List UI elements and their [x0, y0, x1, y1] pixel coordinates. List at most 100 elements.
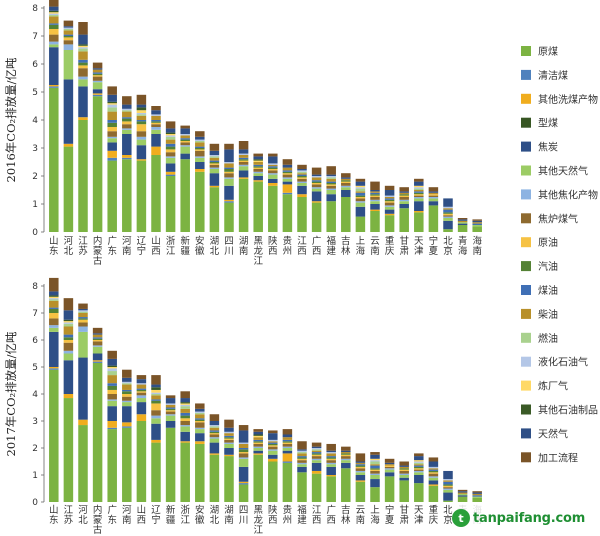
bar-segment-加工流程 [122, 369, 132, 378]
bar-segment-焦炭 [399, 204, 409, 209]
bar-segment-原油 [195, 149, 205, 151]
category-label-char: 陕 [268, 235, 278, 247]
bar-segment-其他天然气 [122, 402, 132, 407]
bar-segment-液化石油气 [78, 47, 88, 49]
bar-segment-液化石油气 [180, 404, 190, 407]
bar-segment-天然气 [457, 491, 468, 493]
bar-segment-柴油 [282, 167, 293, 171]
bar-segment-原油 [78, 65, 88, 69]
y-tick-label: 4 [32, 116, 38, 126]
bar-segment-其他石油制品 [253, 159, 263, 161]
bar-segment-原油 [209, 433, 220, 435]
bar-segment-焦炭 [282, 450, 293, 454]
watermark-text: tanpaifang.com [473, 510, 586, 526]
bar-segment-液化石油气 [195, 411, 205, 413]
category-label-char: 疆 [166, 515, 176, 526]
category-label-char: 苏 [78, 245, 88, 257]
y-tick-label: 8 [32, 282, 38, 292]
bar-segment-液化石油气 [311, 448, 322, 450]
legend-swatch [521, 356, 531, 367]
bar-segment-原煤 [311, 202, 322, 232]
bar-segment-柴油 [384, 197, 395, 199]
bar-segment-加工流程 [49, 0, 59, 7]
bar-segment-原煤 [238, 484, 249, 502]
bar-segment-焦炭 [297, 185, 307, 195]
bar-segment-汽油 [399, 468, 409, 470]
y-axis-label: 2016年CO₂排放量/亿吨 [4, 57, 18, 182]
bar-segment-液化石油气 [311, 176, 322, 178]
bar-segment-其他天然气 [297, 464, 307, 467]
bar-segment-焦炉煤气 [224, 439, 234, 443]
bar-segment-燃油 [63, 29, 74, 31]
bar-segment-天然气 [209, 150, 220, 155]
bar-segment-加工流程 [282, 159, 293, 165]
bar-segment-原煤 [268, 461, 278, 502]
legend-label: 其他洗煤产物 [538, 93, 598, 106]
bar-segment-加工流程 [355, 178, 366, 182]
bar-segment-天然气 [224, 149, 234, 162]
bar-segment-液化石油气 [180, 134, 190, 136]
bar-segment-清洁煤 [107, 157, 117, 161]
category-label-char: 云 [356, 505, 366, 516]
bar-segment-原油 [238, 452, 249, 454]
legend-swatch [521, 141, 531, 152]
bar-segment-清洁煤 [122, 157, 132, 160]
bar-segment-汽油 [165, 146, 176, 150]
bar-segment-加工流程 [151, 106, 161, 111]
bar-segment-其他焦化产物 [414, 470, 424, 473]
category-label-char: 江 [78, 236, 88, 247]
bar-segment-原煤 [78, 120, 88, 232]
category-label-char: 古 [93, 524, 103, 536]
bar-segment-其他天然气 [414, 472, 424, 475]
bar-segment-汽油 [92, 73, 103, 76]
legend-swatch [521, 213, 531, 224]
category-label-char: 东 [107, 514, 117, 526]
bar-segment-其他天然气 [209, 438, 220, 443]
bar-segment-柴油 [341, 452, 351, 454]
legend-swatch [521, 332, 531, 343]
bar-segment-其他焦化产物 [282, 446, 293, 448]
bar-segment-其他天然气 [238, 166, 249, 171]
bar-segment-柴油 [311, 450, 322, 453]
bar-segment-天然气 [151, 384, 161, 388]
bar-segment-液化石油气 [297, 170, 307, 172]
legend-label: 清洁煤 [538, 69, 568, 82]
bar-segment-柴油 [457, 492, 468, 494]
bar-segment-焦炭 [384, 472, 395, 477]
bar-segment-加工流程 [165, 395, 176, 399]
bar-segment-汽油 [399, 194, 409, 196]
bar-segment-原油 [297, 458, 307, 461]
bar-segment-煤油 [282, 170, 293, 172]
bar-segment-焦炉煤气 [253, 443, 263, 447]
bar-segment-焦炭 [136, 145, 147, 160]
bar-segment-原油 [282, 442, 293, 444]
category-label-char: 重 [429, 504, 439, 516]
category-label-char: 南 [472, 245, 482, 257]
bar-segment-焦炭 [399, 477, 409, 481]
bar-segment-原油 [355, 197, 366, 199]
bar-segment-其他洗煤产物 [384, 213, 395, 216]
bar-segment-其他焦化产物 [443, 488, 453, 490]
category-label-char: 庆 [429, 514, 439, 526]
bar-segment-原油 [384, 201, 395, 203]
bar-segment-原煤 [457, 496, 468, 502]
bar-segment-液化石油气 [122, 381, 132, 384]
chart-2016: 0123456782016年CO₂排放量/亿吨山东河北江苏内蒙古广东河南辽宁山西… [4, 0, 482, 267]
bar-segment-其他焦化产物 [224, 177, 234, 179]
bar-segment-其他洗煤产物 [136, 159, 147, 161]
bar-segment-汽油 [180, 415, 190, 419]
bar-segment-清洁煤 [92, 361, 103, 363]
bar-segment-原油 [195, 421, 205, 423]
bar-segment-其他天然气 [472, 496, 482, 498]
bar-segment-煤油 [268, 166, 278, 168]
bar-segment-其他洗煤产物 [92, 93, 103, 95]
bar-segment-原煤 [443, 500, 453, 502]
category-label-char: 江 [297, 236, 307, 247]
bar-segment-汽油 [63, 36, 74, 38]
bar-segment-焦炭 [326, 194, 336, 202]
bar-segment-天然气 [443, 198, 453, 207]
bar-segment-加工流程 [399, 461, 409, 466]
y-tick-label: 5 [32, 88, 38, 98]
bar-segment-其他天然气 [78, 331, 88, 358]
bar-segment-其他石油制品 [253, 434, 263, 436]
